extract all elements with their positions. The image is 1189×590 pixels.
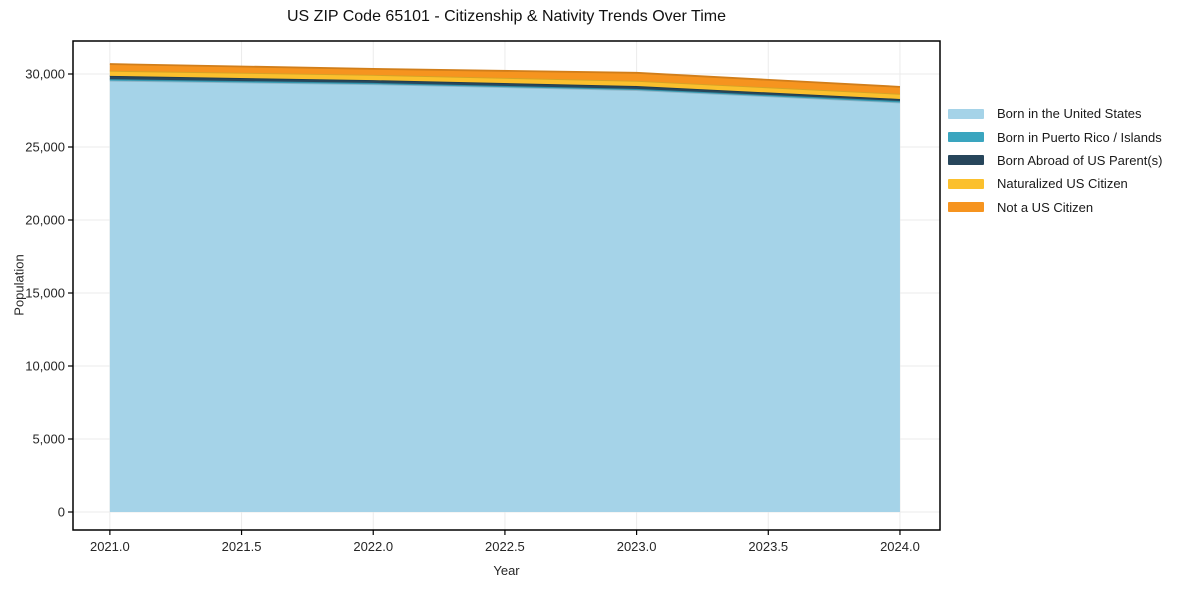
x-tick-label: 2022.0 [353, 539, 394, 554]
legend-label: Not a US Citizen [997, 199, 1094, 215]
x-tick-label: 2024.0 [880, 539, 920, 554]
y-tick-label: 15,000 [25, 285, 65, 301]
legend-item: Born in the United States [948, 102, 1162, 125]
y-tick-label: 25,000 [25, 139, 65, 155]
x-tick-label: 2021.0 [89, 539, 130, 554]
legend-label: Born Abroad of US Parent(s) [997, 152, 1163, 168]
area-line-not-a-us-citizen [109, 63, 901, 88]
legend-item: Naturalized US Citizen [948, 172, 1162, 195]
legend-label: Born in Puerto Rico / Islands [997, 129, 1162, 145]
area-born-abroad-of-us-parent-s [109, 75, 900, 102]
legend: Born in the United States Born in Puerto… [948, 102, 1162, 219]
legend-swatch [948, 155, 984, 166]
plot-border [72, 40, 941, 531]
y-tick-label: 10,000 [25, 358, 65, 374]
legend-swatch [948, 202, 984, 213]
area-naturalized-us-citizen [109, 70, 900, 99]
x-axis-label: Year [493, 563, 520, 578]
legend-item: Born in Puerto Rico / Islands [948, 125, 1162, 148]
legend-item: Born Abroad of US Parent(s) [948, 149, 1162, 172]
legend-item: Not a US Citizen [948, 196, 1162, 219]
legend-label: Born in the United States [997, 106, 1142, 122]
legend-swatch [948, 108, 984, 119]
y-tick-label: 20,000 [25, 212, 65, 228]
chart-title: US ZIP Code 65101 - Citizenship & Nativi… [287, 8, 726, 25]
area-not-a-us-citizen [109, 64, 900, 94]
plot-area [68, 40, 941, 535]
legend-swatch [948, 178, 984, 189]
y-tick-label: 30,000 [25, 66, 65, 82]
x-tick-label: 2023.5 [748, 539, 789, 554]
x-tick-label: 2022.5 [485, 539, 525, 554]
y-axis-label: Population [11, 254, 27, 316]
legend-label: Naturalized US Citizen [997, 176, 1128, 192]
y-tick-label: 0 [57, 504, 65, 520]
legend-swatch [948, 132, 984, 143]
area-born-in-the-united-states [109, 80, 900, 512]
x-tick-label: 2023.0 [616, 539, 657, 554]
y-tick-label: 5,000 [32, 431, 65, 447]
area-born-in-puerto-rico-islands [109, 79, 900, 103]
x-tick-label: 2021.5 [221, 539, 262, 554]
